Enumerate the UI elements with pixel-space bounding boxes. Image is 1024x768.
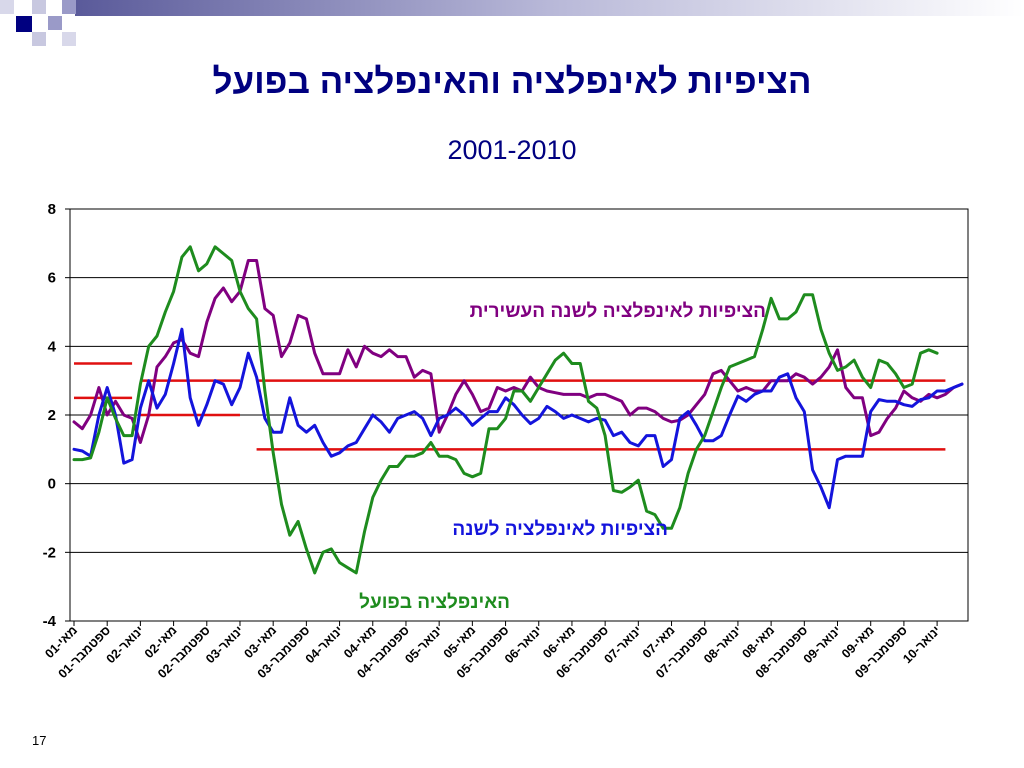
y-tick-label: 8 [48,201,56,218]
x-tick-label: ינואר-09 [801,623,844,666]
series-line [72,259,964,444]
inflation-line-chart: 8 6 4 2 0 -2 -4 מאי-01ספטמבר-01ינואר-02מאי-02ס… [42,201,969,681]
x-tick-label: ינואר-03 [203,623,246,666]
series-annotation-label: האינפלציה בפועל [359,592,510,613]
y-tick-label: 6 [48,270,56,287]
x-tick-label: ינואר-06 [502,623,545,666]
y-tick-label: -4 [43,613,57,630]
series-annotation-label: הציפיות לאינפלציה לשנה [452,519,668,540]
x-tick-label: ינואר-07 [602,623,645,666]
target-lines [74,362,946,451]
slide-subtitle: 2001-2010 [447,135,577,165]
x-tick-label: ינואר-08 [701,623,744,666]
slide-title: הציפיות לאינפלציה והאינפלציה בפועל [212,62,812,101]
series-annotation-label: הציפיות לאינפלציה לשנה העשירית [470,301,766,322]
y-tick-label: 2 [48,407,56,424]
x-tick-label: ינואר-02 [104,623,147,666]
y-tick-label: 4 [48,338,57,355]
series-line [72,245,939,575]
x-tick-label: ינואר-05 [402,623,445,666]
y-tick-labels: 8 6 4 2 0 -2 -4 [43,201,57,630]
slide-number: 17 [32,733,47,748]
plot-frame [69,208,969,622]
series-line [72,327,964,510]
corner-decoration [0,0,1024,46]
y-tick-label: 0 [48,476,56,493]
series-annotations: הציפיות לאינפלציה לשנה העשירית הציפיות לא… [359,301,766,613]
series-lines [72,245,964,575]
x-tick-label: ינואר-04 [303,623,346,666]
y-tick-label: -2 [43,544,56,561]
x-tick-labels: מאי-01ספטמבר-01ינואר-02מאי-02ספטמבר-02ינ… [42,621,943,681]
x-tick-label: ינואר-10 [900,623,943,666]
